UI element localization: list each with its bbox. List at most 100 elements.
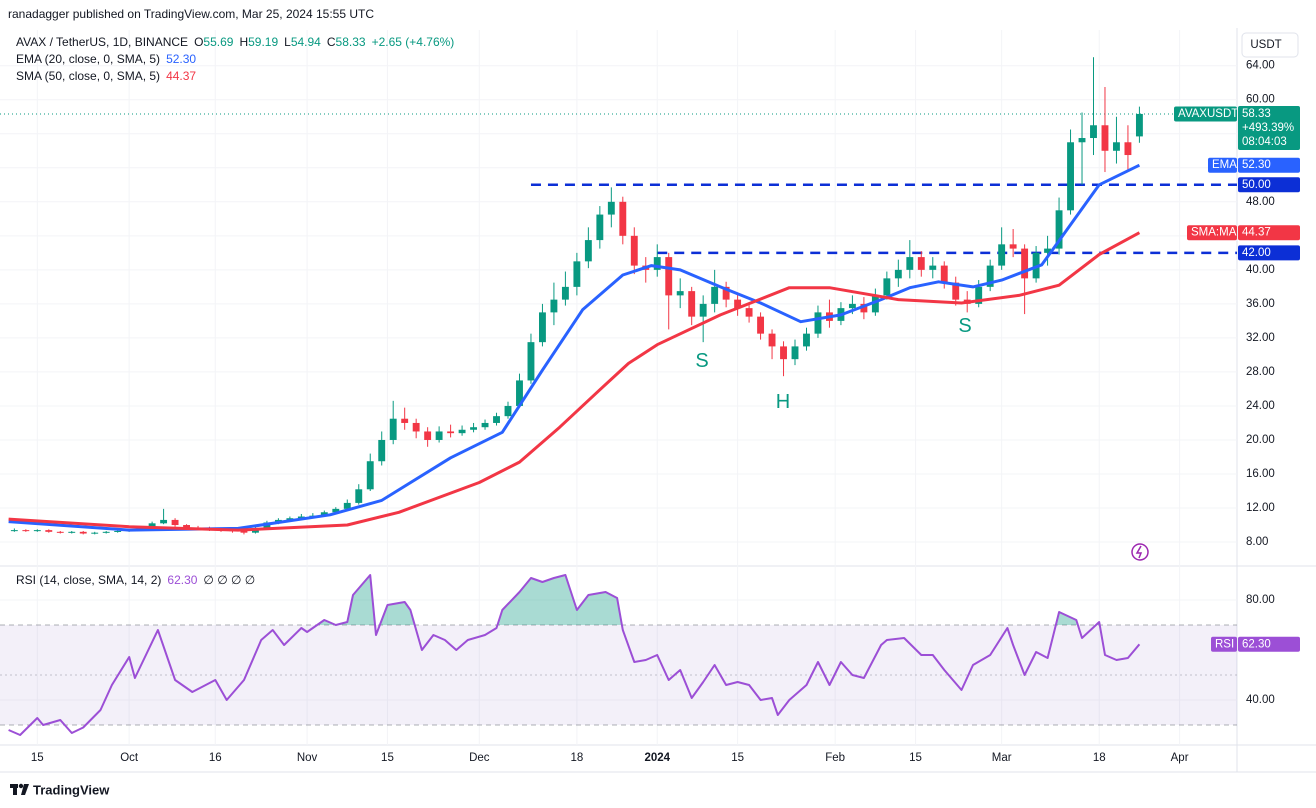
candle-body	[883, 278, 891, 296]
candle-body	[814, 312, 822, 334]
candle-body	[1055, 210, 1063, 249]
candle-body	[183, 525, 190, 528]
candle-body	[68, 531, 76, 533]
candle-body	[722, 286, 730, 300]
candle-body	[148, 523, 156, 529]
alert-icon[interactable]	[1131, 543, 1149, 561]
price-tag-box	[1174, 106, 1237, 122]
sma-name: SMA (50, close, 0, SMA, 5)	[16, 69, 160, 83]
candle-body	[412, 422, 420, 432]
candle-body	[355, 489, 363, 503]
rsi-extras: ∅ ∅ ∅ ∅	[203, 573, 255, 587]
price-tag-text: 52.30	[1242, 159, 1271, 171]
candle-body	[768, 333, 776, 347]
candle-body	[320, 512, 328, 516]
candle-body	[447, 431, 455, 434]
candle-body	[906, 257, 914, 270]
candle-body	[1021, 248, 1029, 279]
ema-legend: EMA (20, close, 0, SMA, 5) 52.30	[16, 52, 196, 66]
candle-body	[171, 519, 179, 526]
candle-body	[940, 265, 948, 283]
x-tick-label: 15	[381, 752, 394, 764]
candle-body	[860, 303, 868, 313]
annotation: S	[958, 315, 971, 337]
candle-body	[734, 299, 742, 309]
candle-body	[458, 429, 466, 434]
candle-body	[780, 346, 787, 360]
candle-body	[493, 416, 500, 423]
price-tag-text: 50.00	[1242, 179, 1271, 191]
candle-body	[481, 422, 489, 428]
price-tag-text: AVAXUSDT	[1178, 108, 1238, 120]
y-tick-label: 28.00	[1246, 366, 1275, 378]
price-tag-text: SMA:MA	[1191, 227, 1237, 239]
candle-body	[45, 530, 53, 532]
ema-name: EMA (20, close, 0, SMA, 5)	[16, 52, 160, 66]
x-tick-label: 16	[209, 752, 222, 764]
candle-body	[1078, 138, 1086, 143]
x-tick-label: Oct	[120, 752, 139, 764]
candle-body	[1067, 142, 1074, 211]
candle-body	[516, 380, 523, 406]
candle-body	[240, 530, 248, 533]
candle-body	[1124, 142, 1132, 156]
price-tag-text: EMA	[1212, 159, 1237, 171]
candle-body	[917, 257, 925, 270]
x-tick-label: 18	[1093, 752, 1106, 764]
ohlc-value: 54.94	[291, 35, 321, 49]
ohlc-value: 59.19	[248, 35, 278, 49]
annotation: H	[776, 391, 790, 413]
price-tag-box	[1238, 177, 1300, 193]
annotation: S	[695, 350, 708, 372]
alert-icon-circle[interactable]	[1131, 543, 1149, 561]
currency-box[interactable]	[1241, 32, 1299, 58]
y-tick-label: 12.00	[1246, 502, 1275, 514]
candle-body	[975, 286, 983, 304]
price-tag-box	[1238, 636, 1300, 652]
candle-body	[757, 316, 765, 334]
y-tick-label: 64.00	[1246, 60, 1275, 72]
publisher: ranadagger published on TradingView.com,…	[8, 7, 374, 21]
price-tag-text: 42.00	[1242, 247, 1271, 259]
logo-shape[interactable]	[21, 784, 29, 795]
candle-body	[952, 282, 960, 300]
rsi-value: 62.30	[167, 573, 197, 587]
candle-body	[160, 519, 168, 524]
candle-body	[56, 531, 64, 533]
brand[interactable]: TradingView	[33, 783, 110, 798]
candle-body	[33, 530, 41, 532]
x-tick-label: 2024	[644, 752, 670, 764]
candle-body	[676, 291, 684, 296]
candle-body	[665, 257, 673, 296]
price-tag-box	[1238, 157, 1300, 173]
currency[interactable]: USDT	[1250, 39, 1281, 51]
alert-icon-bolt[interactable]	[1135, 545, 1143, 559]
candle-body	[343, 502, 351, 509]
sma-value: 44.37	[166, 69, 196, 83]
logo-shape[interactable]	[13, 784, 17, 795]
candle-body	[894, 269, 902, 279]
candle-body	[871, 295, 879, 313]
candle-body	[424, 431, 432, 440]
candle-body	[630, 235, 638, 266]
y-tick-label: 24.00	[1246, 400, 1275, 412]
x-tick-label: Feb	[825, 752, 845, 764]
candle-body	[10, 530, 18, 532]
y-tick-label: 20.00	[1246, 434, 1275, 446]
price-tag: AVAXUSDT	[1174, 106, 1238, 122]
candle-body	[653, 257, 661, 270]
price-tag: 50.00	[1238, 177, 1300, 193]
ohlc-letter: O	[194, 35, 203, 49]
price-tag: 44.37	[1238, 225, 1300, 241]
price-tag-text: 08:04:03	[1242, 136, 1287, 148]
candle-body	[1113, 142, 1120, 151]
candle-body	[986, 265, 994, 287]
y-tick-label: 60.00	[1246, 94, 1275, 106]
moving-average	[8, 231, 1141, 532]
ohlc-value: 58.33	[336, 35, 366, 49]
price-tag-box	[1238, 105, 1300, 150]
logo-shape[interactable]	[18, 783, 24, 789]
candle-body	[998, 244, 1006, 266]
candle-body	[504, 405, 512, 417]
logo[interactable]	[10, 783, 29, 795]
